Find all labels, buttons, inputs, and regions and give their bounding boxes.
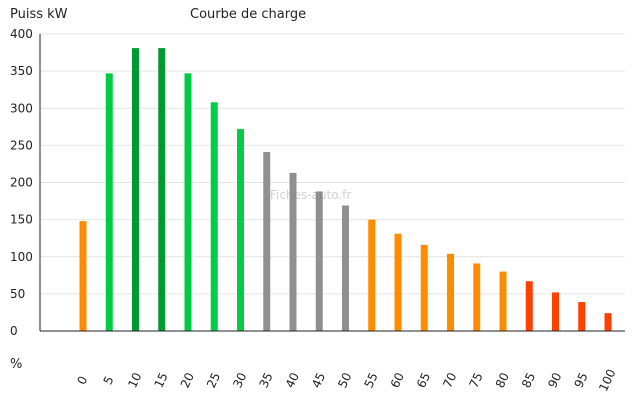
bar — [79, 221, 87, 331]
bar — [420, 244, 428, 331]
bar — [499, 271, 507, 331]
x-tick-label: 80 — [493, 370, 512, 390]
x-tick-label: 5 — [101, 374, 117, 387]
bar — [315, 191, 323, 331]
x-tick-label: 75 — [467, 370, 486, 390]
bar — [394, 233, 402, 331]
x-tick-label: 85 — [519, 370, 538, 390]
bar — [525, 281, 533, 331]
bar — [447, 253, 454, 331]
x-tick-label: 95 — [572, 370, 591, 390]
x-tick-label: 10 — [125, 370, 144, 390]
watermark: Fiches-auto.fr — [270, 188, 352, 202]
bar — [237, 129, 244, 331]
y-tick-label: 400 — [10, 27, 33, 41]
bar — [473, 263, 481, 331]
bar — [263, 152, 271, 331]
x-axis-label: % — [10, 357, 23, 372]
x-tick-label: 40 — [283, 370, 302, 390]
x-tick-label: 90 — [545, 370, 564, 390]
bar — [105, 73, 113, 331]
x-tick-label: 60 — [388, 370, 407, 390]
x-tick-label: 65 — [414, 370, 433, 390]
bar — [210, 102, 218, 331]
bar — [184, 73, 192, 331]
x-tick-label: 50 — [335, 370, 354, 390]
y-tick-label: 0 — [10, 324, 18, 338]
bar — [578, 302, 586, 331]
bar — [342, 205, 349, 331]
y-tick-label: 200 — [10, 176, 33, 190]
x-tick-label: 35 — [257, 370, 276, 390]
y-tick-label: 100 — [10, 250, 33, 264]
y-tick-label: 300 — [10, 101, 33, 115]
x-tick-label: 0 — [74, 374, 90, 387]
bar — [604, 313, 612, 331]
bar — [289, 172, 297, 331]
chart-title: Courbe de charge — [190, 7, 307, 22]
x-tick-label: 55 — [362, 370, 381, 390]
x-tick-label: 100 — [596, 367, 618, 394]
x-tick-label: 25 — [204, 370, 223, 390]
y-tick-label: 150 — [10, 213, 33, 227]
bar — [368, 219, 376, 331]
x-tick-label: 15 — [152, 370, 171, 390]
bar — [158, 48, 166, 332]
x-tick-label: 45 — [309, 370, 328, 390]
y-tick-label: 50 — [10, 287, 25, 301]
x-tick-label: 70 — [440, 370, 459, 390]
x-tick-label: 20 — [178, 370, 197, 390]
bar — [552, 292, 559, 331]
x-tick-label: 30 — [230, 370, 249, 390]
bar — [132, 48, 139, 332]
y-axis-label: Puiss kW — [10, 7, 68, 22]
y-tick-label: 250 — [10, 138, 33, 152]
y-tick-label: 350 — [10, 64, 33, 78]
